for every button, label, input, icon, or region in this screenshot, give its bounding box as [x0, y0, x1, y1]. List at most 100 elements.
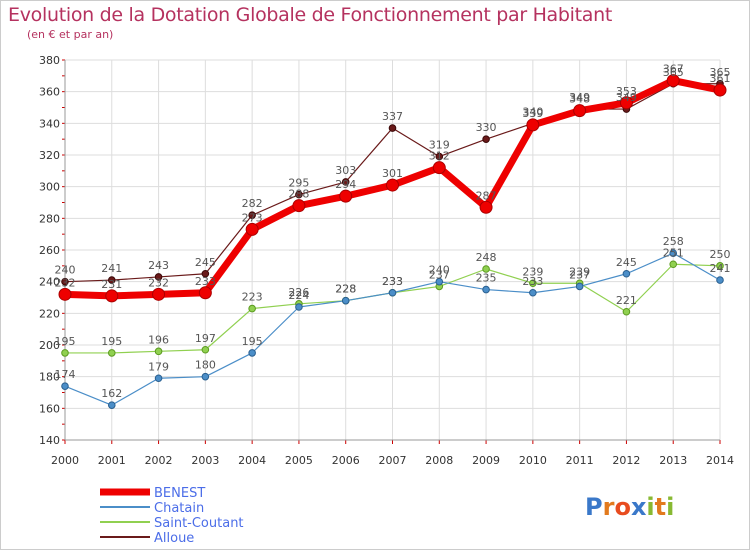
y-tick-label-220: 220 [39, 307, 60, 320]
data-point-benest [479, 200, 493, 214]
data-label-chatain: 240 [429, 264, 450, 277]
data-point-chatain [622, 269, 631, 278]
data-label-benest: 312 [429, 150, 450, 163]
x-tick-label-2003: 2003 [191, 454, 219, 467]
x-tick-label-2012: 2012 [612, 454, 640, 467]
chart-subtitle: (en € et par an) [27, 28, 114, 41]
data-label-saint-coutant: 228 [335, 283, 356, 296]
data-label-alloue: 241 [101, 262, 122, 275]
data-label-saint-coutant: 250 [710, 248, 731, 261]
data-label-chatain: 174 [55, 368, 76, 381]
y-tick-label-140: 140 [39, 434, 60, 447]
data-point-benest [292, 199, 306, 213]
data-point-benest [573, 104, 587, 118]
data-point-saint-coutant [669, 260, 678, 269]
data-label-benest: 294 [335, 178, 356, 191]
logo-letter: o [614, 493, 631, 521]
data-label-benest: 301 [382, 167, 403, 180]
data-point-chatain [716, 276, 724, 284]
logo-letter: r [603, 493, 615, 521]
data-point-saint-coutant [529, 279, 537, 288]
data-label-alloue: 349 [569, 91, 590, 104]
data-point-alloue [154, 273, 163, 281]
data-point-saint-coutant [107, 349, 116, 357]
data-point-saint-coutant [201, 345, 210, 354]
data-label-alloue: 340 [522, 105, 543, 118]
x-tick-label-2010: 2010 [519, 454, 547, 467]
data-label-chatain: 233 [382, 275, 403, 288]
data-point-benest [713, 83, 727, 97]
legend-label-alloue: Alloue [154, 531, 194, 546]
data-label-saint-coutant: 239 [522, 265, 543, 278]
data-label-chatain: 233 [522, 275, 543, 288]
y-tick-label-180: 180 [39, 371, 60, 384]
data-point-alloue [295, 190, 303, 199]
data-label-alloue: 282 [242, 197, 263, 210]
data-label-benest: 348 [569, 93, 590, 106]
data-label-alloue: 365 [710, 66, 731, 79]
x-tick-label-2011: 2011 [566, 454, 594, 467]
x-tick-label-2004: 2004 [238, 454, 266, 467]
data-point-benest [666, 74, 680, 88]
logo-letter: i [666, 493, 674, 521]
data-label-saint-coutant: 251 [663, 246, 684, 259]
data-point-saint-coutant [61, 349, 69, 357]
data-point-alloue [435, 152, 444, 161]
data-label-saint-coutant: 195 [55, 335, 76, 348]
legend-label-chatain: Chatain [154, 501, 204, 516]
data-label-benest: 232 [55, 276, 76, 289]
data-label-chatain: 245 [616, 256, 637, 269]
data-label-benest: 288 [288, 188, 309, 201]
y-tick-label-320: 320 [39, 149, 60, 162]
data-point-chatain [435, 277, 444, 286]
data-label-chatain: 195 [242, 335, 263, 348]
x-tick-label-2005: 2005 [285, 454, 313, 467]
data-label-chatain: 237 [569, 268, 590, 281]
data-label-alloue: 330 [476, 121, 497, 134]
x-tick-label-2007: 2007 [379, 454, 407, 467]
data-label-alloue: 365 [663, 66, 684, 79]
data-label-chatain: 224 [288, 289, 309, 302]
data-point-benest [198, 286, 212, 300]
x-tick-label-2009: 2009 [472, 454, 500, 467]
x-tick-label-2014: 2014 [706, 454, 734, 467]
data-label-chatain: 162 [101, 387, 122, 400]
data-label-benest: 233 [195, 275, 216, 288]
data-point-saint-coutant [154, 347, 163, 356]
data-label-benest: 232 [148, 276, 169, 289]
data-point-chatain [482, 285, 490, 294]
data-label-saint-coutant: 195 [101, 335, 122, 348]
y-tick-label-260: 260 [39, 244, 60, 257]
data-point-chatain [295, 303, 303, 311]
data-point-alloue [248, 211, 256, 219]
chart-title: Evolution de la Dotation Globale de Fonc… [8, 4, 613, 26]
data-point-benest [105, 289, 119, 303]
data-label-alloue: 243 [148, 259, 169, 272]
data-label-saint-coutant: 223 [242, 291, 263, 304]
data-label-chatain: 228 [335, 283, 356, 296]
x-tick-label-2008: 2008 [425, 454, 453, 467]
data-label-chatain: 241 [710, 262, 731, 275]
legend-label-saint-coutant: Saint-Coutant [154, 516, 244, 531]
logo-letter: P [585, 493, 603, 521]
data-point-saint-coutant [248, 304, 256, 313]
legend-label-benest: BENEST [154, 486, 205, 501]
data-label-benest: 287 [476, 189, 497, 202]
x-tick-label-2013: 2013 [659, 454, 687, 467]
data-point-saint-coutant [622, 307, 631, 316]
data-label-benest: 353 [616, 85, 637, 98]
data-point-alloue [388, 124, 397, 132]
data-point-saint-coutant [716, 262, 724, 270]
data-point-chatain [61, 382, 69, 390]
y-tick-label-360: 360 [39, 86, 60, 99]
data-point-chatain [107, 401, 116, 409]
data-point-chatain [529, 288, 537, 297]
y-tick-label-300: 300 [39, 181, 60, 194]
data-label-saint-coutant: 248 [476, 251, 497, 264]
data-point-benest [619, 96, 633, 110]
data-label-saint-coutant: 226 [288, 286, 309, 299]
data-label-saint-coutant: 233 [382, 275, 403, 288]
data-label-alloue: 303 [335, 164, 356, 177]
data-point-alloue [482, 135, 490, 143]
